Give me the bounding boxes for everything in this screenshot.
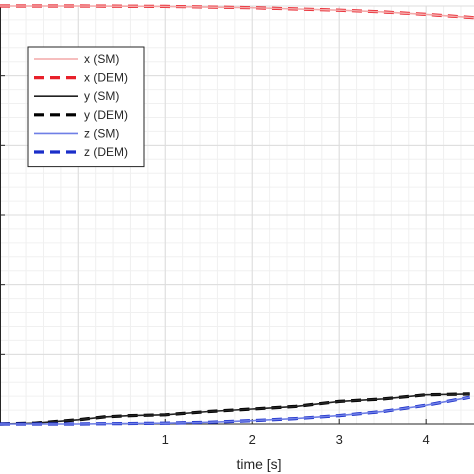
legend: x (SM) x (DEM) y (SM) y (DEM) z (SM) z (DEM) (27, 46, 145, 168)
legend-entry-label: x (SM) (84, 52, 119, 66)
legend-entry-label: x (DEM) (84, 71, 128, 85)
series-line-z-sm (0, 396, 470, 425)
x-tick-label: 3 (336, 432, 343, 447)
legend-entry-label: z (DEM) (84, 145, 128, 159)
series-line-y-sm (0, 393, 470, 425)
legend-box (27, 46, 145, 168)
legend-entry-label: z (SM) (84, 126, 119, 140)
x-tick-label: 1 (162, 432, 169, 447)
x-tick-labels: 1 2 3 4 (162, 432, 430, 447)
legend-entry-label: y (DEM) (84, 108, 128, 122)
series-line-x-sm (0, 5, 474, 19)
series-layer (0, 4, 474, 426)
x-axis-label: time [s] (236, 456, 281, 472)
x-tick-label: 2 (249, 432, 256, 447)
x-tick-label: 4 (423, 432, 430, 447)
legend-entry-label: y (SM) (84, 89, 119, 103)
